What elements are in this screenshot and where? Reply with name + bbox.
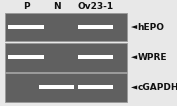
Bar <box>8 25 44 29</box>
Text: N: N <box>53 2 60 11</box>
Polygon shape <box>131 55 137 59</box>
Polygon shape <box>131 25 137 29</box>
Bar <box>5 73 127 102</box>
Bar <box>78 25 113 29</box>
Bar <box>78 85 113 89</box>
Bar <box>5 43 127 72</box>
Bar <box>39 85 74 89</box>
Text: P: P <box>23 2 29 11</box>
Bar <box>78 55 113 59</box>
Bar <box>5 13 127 41</box>
Polygon shape <box>131 85 137 89</box>
Text: WPRE: WPRE <box>138 53 167 62</box>
Bar <box>8 55 44 59</box>
Text: hEPO: hEPO <box>138 23 165 31</box>
Text: cGAPDH: cGAPDH <box>138 83 177 92</box>
Text: Ov23-1: Ov23-1 <box>78 2 114 11</box>
